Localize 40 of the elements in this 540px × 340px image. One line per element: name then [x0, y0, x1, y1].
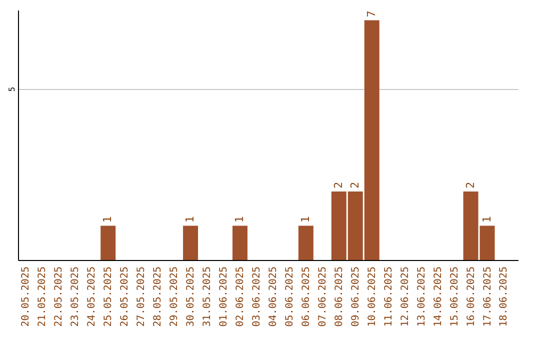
y-tick-label: 5	[8, 86, 16, 92]
x-tick-label: 18.06.2025	[498, 266, 510, 327]
x-tick-label: 05.06.2025	[284, 266, 296, 327]
x-tick-label: 22.05.2025	[54, 266, 65, 327]
x-tick-label: 02.06.2025	[234, 266, 246, 327]
x-tick-label: 07.06.2025	[317, 266, 328, 327]
x-tick-label: 08.06.2025	[334, 266, 345, 327]
data-label: 1	[298, 216, 312, 223]
x-tick-label: 03.06.2025	[251, 266, 262, 327]
x-tick-label: 29.05.2025	[169, 266, 180, 327]
x-tick-label: 11.06.2025	[383, 266, 394, 327]
x-tick-label: 14.06.2025	[432, 266, 444, 327]
x-tick-label: 04.06.2025	[268, 266, 279, 327]
x-tick-label: 20.05.2025	[20, 266, 32, 327]
data-label: 2	[464, 182, 477, 189]
data-label: 1	[184, 216, 197, 223]
x-tick-label: 17.06.2025	[482, 266, 494, 327]
x-tick-label: 27.05.2025	[136, 266, 148, 327]
data-label: 2	[332, 182, 345, 189]
x-tick-label: 10.06.2025	[366, 266, 378, 327]
data-label: 1	[101, 216, 114, 223]
x-tick-label: 15.06.2025	[449, 266, 460, 327]
data-label: 1	[232, 216, 246, 223]
x-tick-label: 23.05.2025	[70, 266, 82, 327]
x-tick-label: 26.05.2025	[120, 266, 131, 327]
x-tick-label: 12.06.2025	[400, 266, 411, 327]
x-tick-label: 30.05.2025	[186, 266, 197, 327]
data-label: 1	[480, 216, 494, 223]
data-label: 2	[348, 182, 362, 189]
x-tick-label: 25.05.2025	[103, 266, 114, 327]
x-tick-label: 01.06.2025	[218, 266, 230, 327]
x-tick-label: 13.06.2025	[416, 266, 428, 327]
x-tick-label: 31.05.2025	[202, 266, 214, 327]
x-tick-label: 28.05.2025	[152, 266, 164, 327]
x-tick-label: 21.05.2025	[37, 266, 48, 327]
data-label: 7	[364, 10, 378, 18]
x-tick-label: 24.05.2025	[86, 266, 98, 327]
x-tick-label: 09.06.2025	[350, 266, 362, 327]
x-tick-label: 16.06.2025	[466, 266, 477, 327]
x-tick-label: 06.06.2025	[300, 266, 312, 327]
